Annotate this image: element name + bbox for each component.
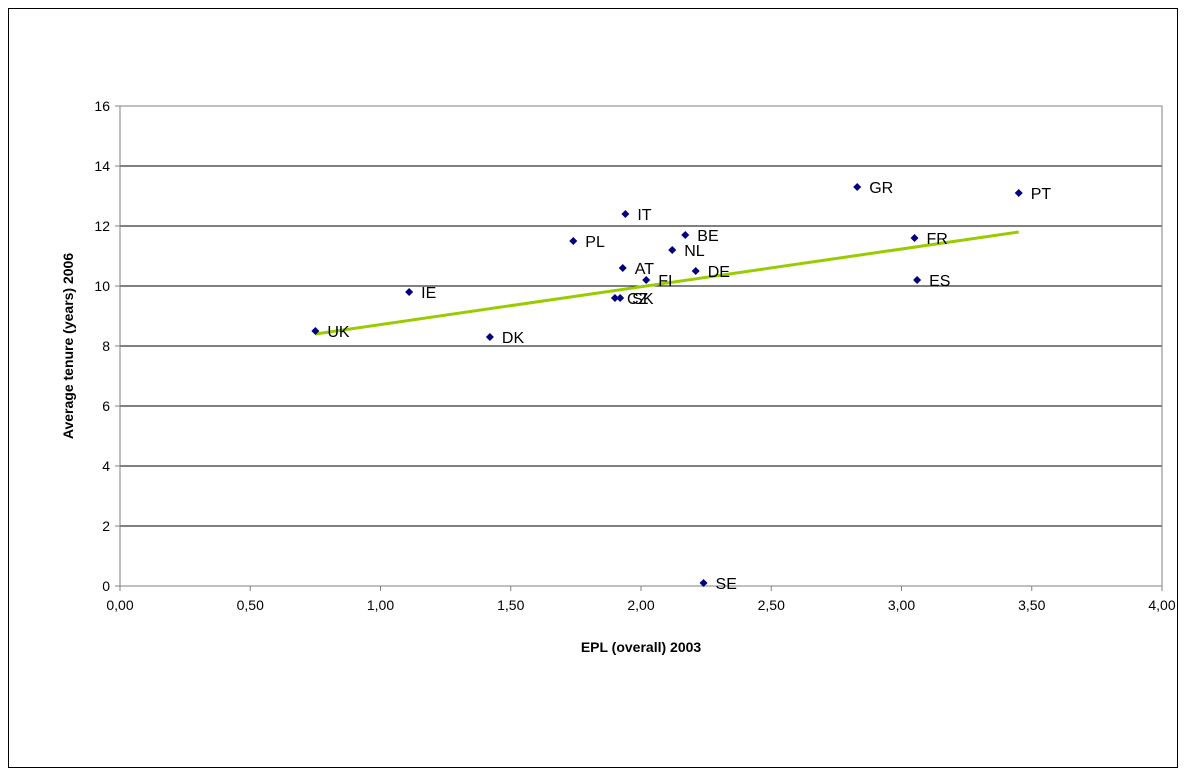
x-tick-label: 2,00 (627, 597, 654, 613)
chart-frame (8, 8, 1178, 768)
point-label-nl: NL (684, 243, 705, 260)
point-label-se: SE (716, 576, 737, 593)
x-tick-label: 1,00 (367, 597, 394, 613)
y-tick-label: 6 (102, 398, 110, 414)
y-tick-label: 2 (102, 518, 110, 534)
x-tick-label: 0,00 (106, 597, 133, 613)
x-tick-label: 0,50 (237, 597, 264, 613)
point-label-at: AT (635, 261, 654, 278)
point-label-cz: CZ (627, 291, 649, 308)
y-tick-label: 8 (102, 338, 110, 354)
data-point-cz (610, 294, 619, 302)
y-tick-label: 10 (94, 278, 110, 294)
y-axis-title: Average tenure (years) 2006 (60, 253, 76, 439)
data-point-ie (405, 288, 414, 296)
y-tick-label: 0 (102, 578, 110, 594)
data-point-at (618, 264, 627, 272)
y-tick-label: 14 (94, 158, 110, 174)
y-tick-label: 4 (102, 458, 110, 474)
scatter-chart: 0 2 4 6 8 10 12 14 16 0,00 0,50 1,00 1,50 2,00 2,50 3,… (60, 98, 1176, 655)
data-point-be (681, 231, 690, 239)
point-label-gr: GR (869, 180, 893, 197)
point-label-de: DE (708, 264, 730, 281)
data-point-pl (569, 237, 578, 245)
trendline (315, 230, 1019, 336)
data-point-dk (485, 333, 494, 341)
data-point-sk (616, 294, 625, 302)
point-label-dk: DK (502, 330, 525, 347)
x-tick-label: 1,50 (497, 597, 524, 613)
y-tick-label: 16 (94, 98, 110, 114)
point-label-pl: PL (585, 234, 605, 251)
x-axis-ticks: 0,00 0,50 1,00 1,50 2,00 2,50 3,00 3,50 4,00 (106, 586, 1176, 613)
data-point-fi (642, 276, 651, 284)
data-point-de (691, 267, 700, 275)
x-tick-label: 2,50 (758, 597, 785, 613)
x-tick-label: 3,00 (888, 597, 915, 613)
data-point-se (699, 579, 708, 587)
point-label-fr: FR (927, 231, 948, 248)
point-label-sk: SK (632, 291, 654, 308)
y-axis-ticks: 0 2 4 6 8 10 12 14 16 (94, 98, 120, 594)
point-label-it: IT (637, 207, 651, 224)
data-point-pt (1014, 189, 1023, 197)
data-point-fr (910, 234, 919, 242)
point-label-fi: FI (658, 273, 672, 290)
point-label-uk: UK (327, 324, 350, 341)
x-tick-label: 3,50 (1018, 597, 1045, 613)
point-label-ie: IE (421, 285, 436, 302)
point-label-pt: PT (1031, 186, 1052, 203)
data-point-uk (311, 327, 320, 335)
x-tick-label: 4,00 (1148, 597, 1175, 613)
y-tick-label: 12 (94, 218, 110, 234)
data-point-it (621, 210, 630, 218)
data-point-gr (853, 183, 862, 191)
x-axis-title: EPL (overall) 2003 (581, 639, 702, 655)
data-point-nl (668, 246, 677, 254)
point-label-be: BE (697, 228, 718, 245)
point-label-es: ES (929, 273, 950, 290)
data-point-es (913, 276, 922, 284)
